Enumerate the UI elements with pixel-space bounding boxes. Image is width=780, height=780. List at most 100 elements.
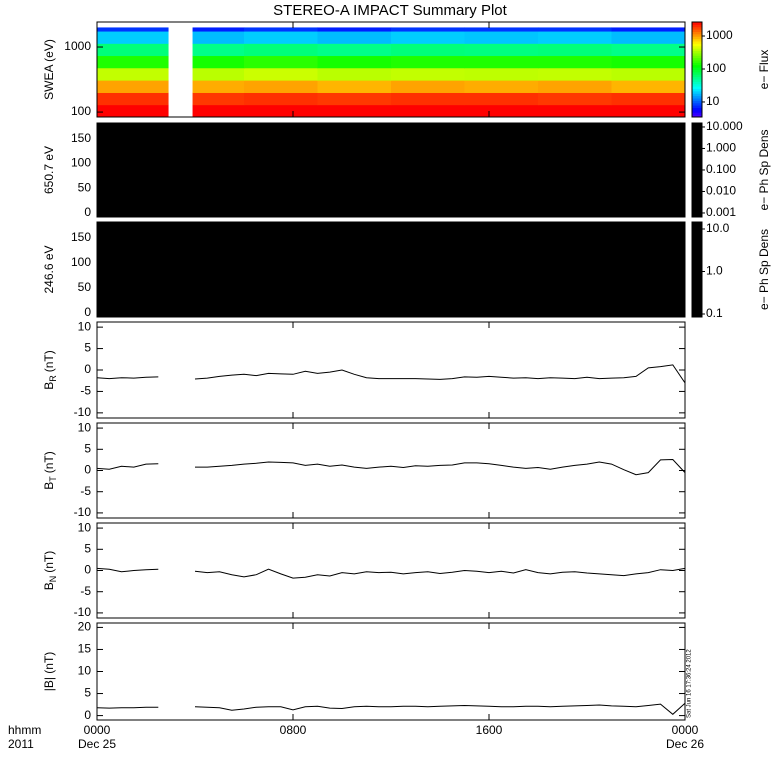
spectrogram-cell (464, 104, 539, 118)
colorbar-slice (692, 55, 702, 59)
colorbar-slice (692, 114, 702, 118)
spectrogram-cell (391, 43, 465, 57)
x-axis-year: 2011 (8, 737, 34, 751)
y-tick-label: 150 (71, 131, 91, 145)
y-tick-label: 150 (71, 230, 91, 244)
colorbar-slice (692, 45, 702, 49)
colorbar-slice (692, 24, 702, 28)
y-tick-label: 5 (84, 686, 91, 700)
spectrogram-cell (611, 92, 686, 106)
spectrogram-cell (464, 92, 539, 106)
y-axis-label: BR (nT) (42, 350, 58, 390)
colorbar-slice (692, 62, 702, 66)
y-tick-label: -5 (80, 384, 91, 398)
pitch-angle-map (97, 222, 685, 317)
colorbar-slice (692, 26, 702, 30)
y-tick-label: 5 (84, 441, 91, 455)
spectrogram-cell (538, 92, 612, 106)
y-tick-label: 0 (84, 205, 91, 219)
colorbar-slice (692, 107, 702, 111)
y-tick-label: 0 (84, 463, 91, 477)
spectrogram-cell (317, 104, 392, 118)
spectrogram-cell (538, 55, 612, 69)
y-tick-label: 50 (78, 280, 92, 294)
colorbar-slice (692, 76, 702, 80)
x-tick-label: 1600 (476, 723, 503, 737)
colorbar-tick-label: 0.001 (706, 205, 736, 219)
spectrogram-cell (317, 67, 392, 81)
spectrogram-cell (317, 92, 392, 106)
colorbar-slice (692, 41, 702, 44)
y-axis-label-text: 246.6 eV (42, 245, 56, 293)
colorbar-slice (692, 112, 702, 116)
spectrogram-cell (97, 43, 169, 57)
colorbar-fill (692, 123, 702, 217)
spectrogram-cell (391, 27, 465, 32)
colorbar-frame (691, 21, 703, 118)
spectrogram-cell (244, 55, 318, 69)
spectrogram-cell (317, 31, 392, 44)
colorbar-slice (692, 38, 702, 42)
y-axis-label: |B| (nT) (42, 652, 56, 692)
colorbar-label: e− Ph Sp Dens (757, 229, 771, 310)
colorbar-slice (692, 29, 702, 32)
spectrogram-cell (391, 92, 465, 106)
y-tick-label: 100 (71, 255, 91, 269)
spectrogram-cell (192, 55, 245, 69)
spectrogram-cell (464, 43, 539, 57)
y-axis-label-text: SWEA (eV) (42, 39, 56, 100)
colorbar-slice (692, 50, 702, 54)
x-date-label: Dec 26 (666, 737, 704, 751)
spectrogram-cell (611, 67, 686, 81)
colorbar-tick-label: 0.100 (706, 162, 736, 176)
y-axis-label: 246.6 eV (42, 245, 56, 293)
y-axis-label-text: 650.7 eV (42, 146, 56, 194)
panel-frame (96, 21, 686, 118)
colorbar-slice (692, 100, 702, 104)
y-tick-label: -10 (74, 505, 92, 519)
spectrogram-cell (538, 104, 612, 118)
spectrogram-cell (611, 43, 686, 57)
colorbar-tick-label: 10.0 (706, 221, 730, 235)
colorbar-tick-label: 1000 (706, 28, 733, 42)
y-axis-label-text: B (42, 582, 56, 590)
colorbar-slice (692, 64, 702, 68)
y-axis-label: BT (nT) (42, 451, 58, 490)
spectrogram-cell (464, 55, 539, 69)
colorbar-slice (692, 33, 702, 37)
spectrogram-cell (538, 43, 612, 57)
spectrogram-cell (97, 67, 169, 81)
data-line (96, 364, 686, 384)
colorbar-slice (692, 95, 702, 99)
colorbar-slice (692, 69, 702, 73)
y-tick-label: 100 (71, 156, 91, 170)
colorbar-tick-label: 0.1 (706, 306, 723, 320)
spectrogram-cell (464, 31, 539, 44)
y-axis-label-text: B (42, 382, 56, 390)
spectrogram-cell (611, 80, 686, 93)
spectrogram-cell (317, 55, 392, 69)
spectrogram-cell (391, 80, 465, 93)
spectrogram-cell (317, 80, 392, 93)
y-axis-label-text: |B| (nT) (42, 652, 56, 692)
colorbar-slice (692, 81, 702, 85)
y-axis-label-sub: T (48, 476, 58, 482)
spectrogram-cell (611, 27, 686, 32)
spectrogram-cell (97, 80, 169, 93)
y-axis-label-text: B (42, 482, 56, 490)
panel-frame (96, 321, 686, 419)
y-tick-label: 100 (71, 104, 91, 118)
y-axis-label: SWEA (eV) (42, 39, 56, 100)
y-tick-label: 10 (78, 664, 92, 678)
colorbar-slice (692, 71, 702, 75)
spectrogram-cell (192, 43, 245, 57)
spectrogram-cell (538, 80, 612, 93)
colorbar-slice (692, 98, 702, 101)
colorbar-tick-label: 1.000 (706, 141, 736, 155)
y-tick-label: 0 (84, 708, 91, 722)
y-tick-label: 0 (84, 362, 91, 376)
spectrogram-cell (538, 31, 612, 44)
colorbar-slice (692, 60, 702, 63)
spectrogram-cell (611, 104, 686, 118)
spectrogram-cell (464, 80, 539, 93)
